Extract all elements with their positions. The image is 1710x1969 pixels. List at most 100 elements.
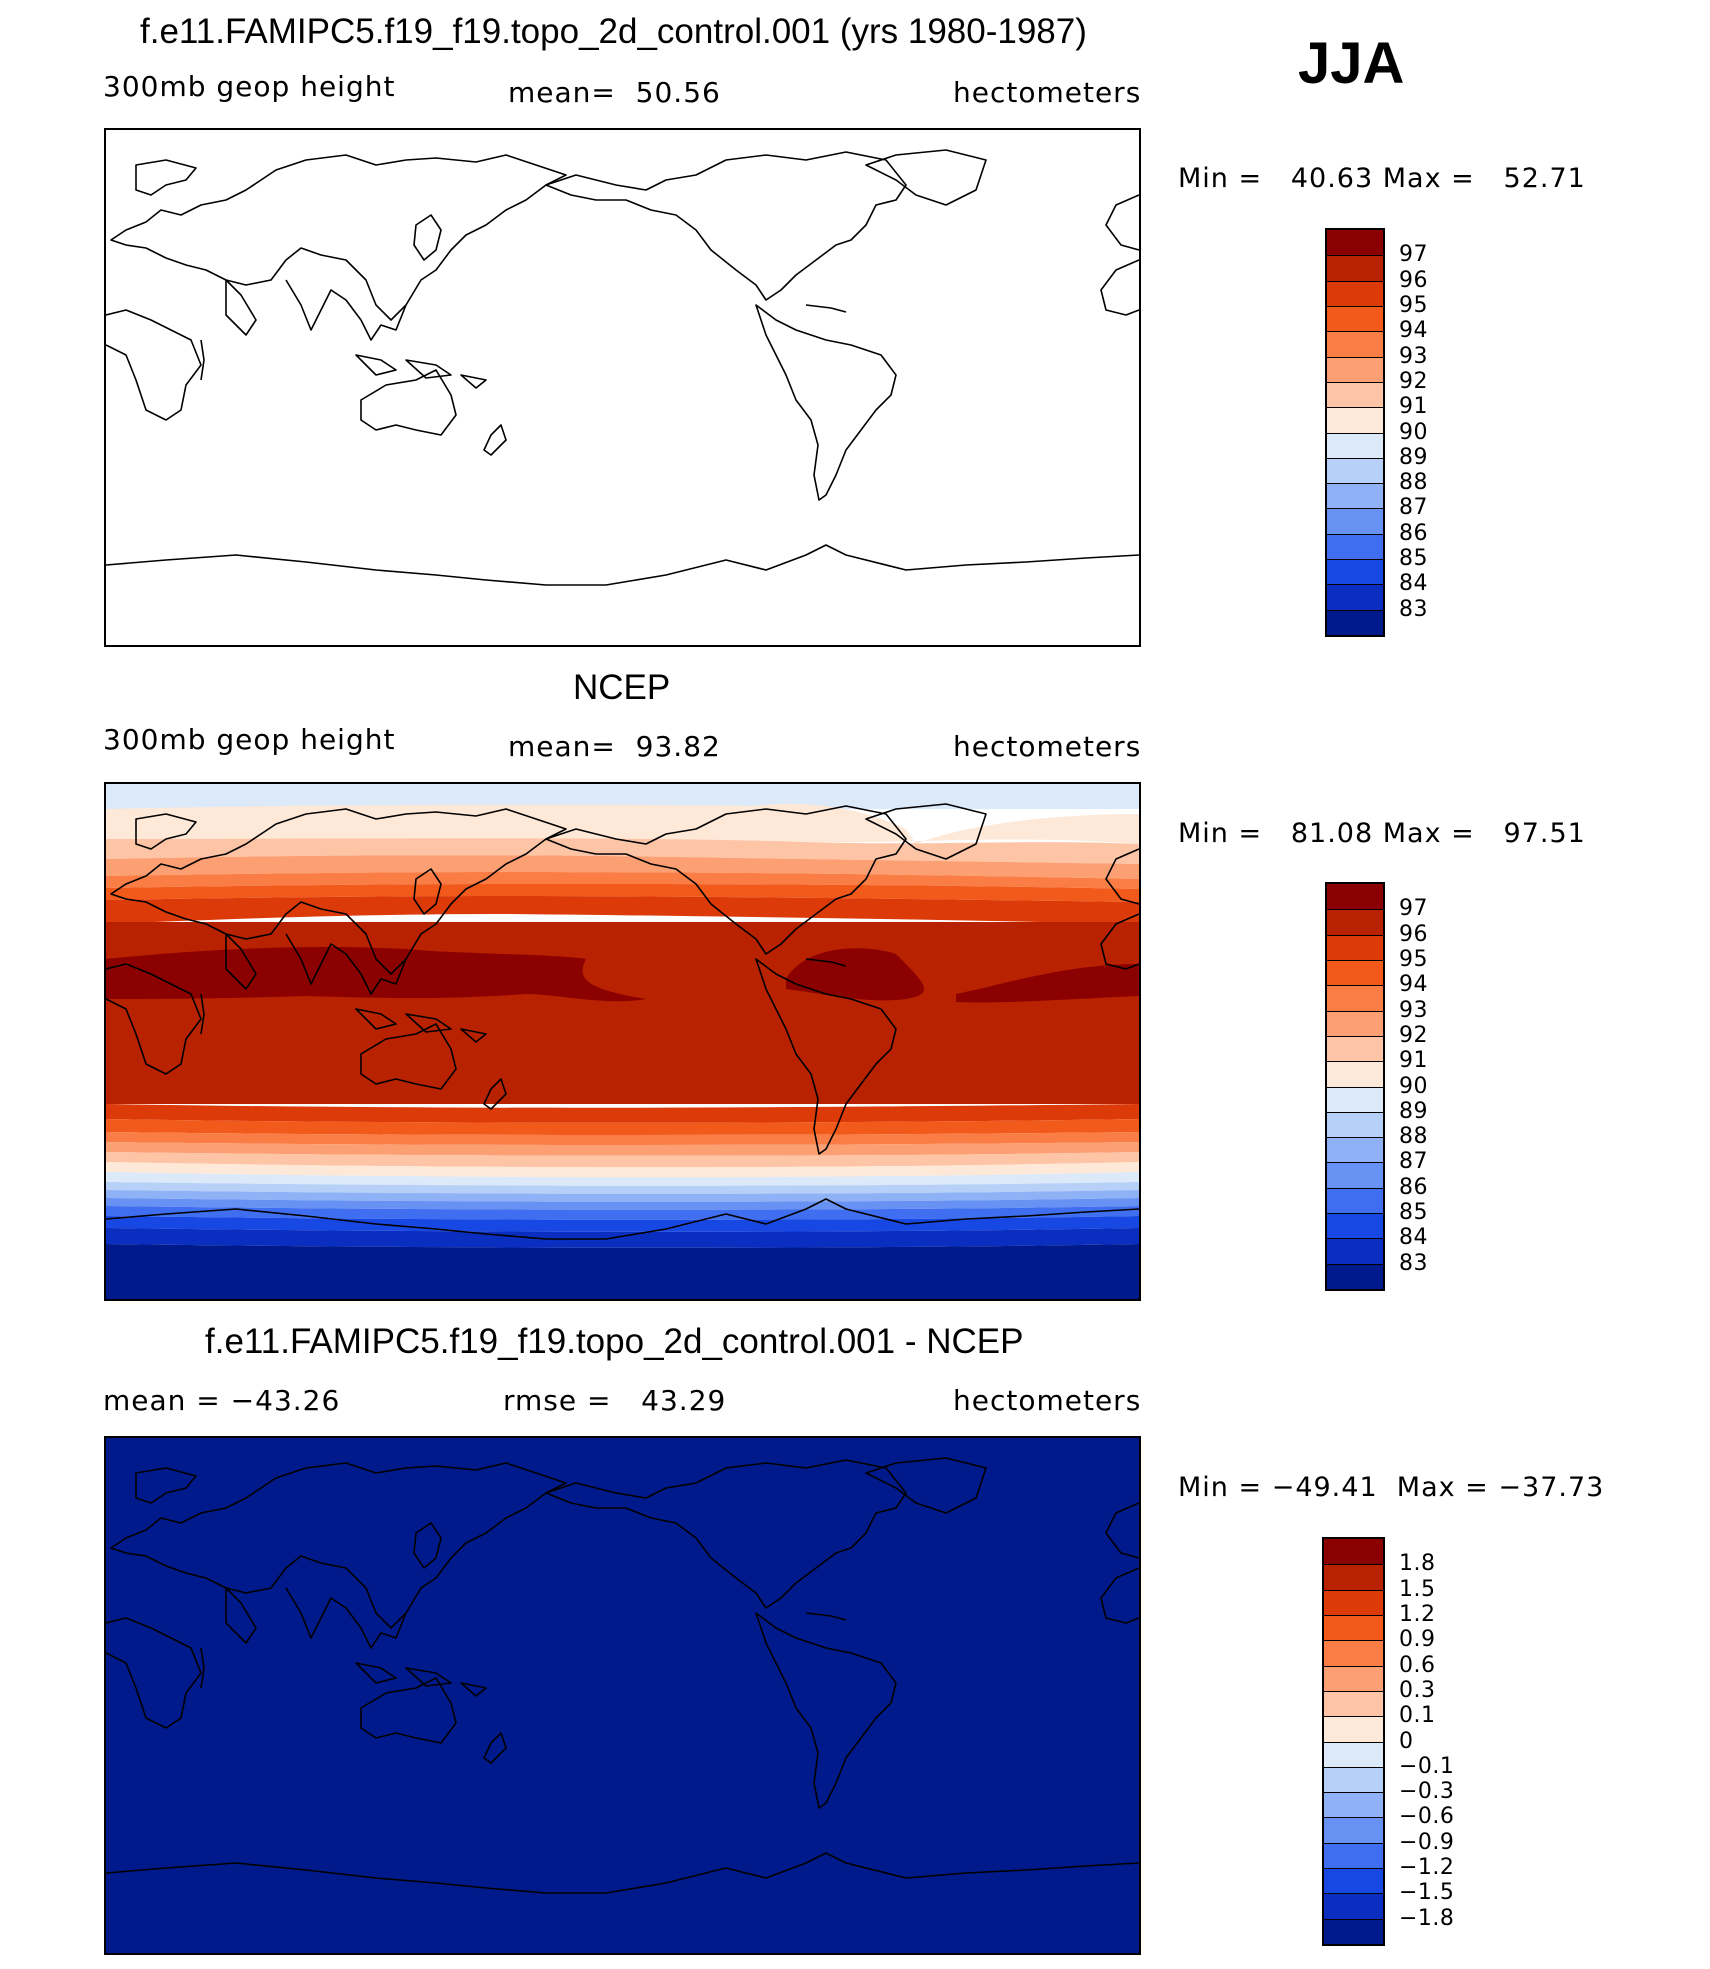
band-94 <box>106 884 1139 902</box>
sband-88 <box>106 1182 1139 1194</box>
panel1-colorbar-cell <box>1327 609 1383 635</box>
panel1-colorbar-label: 96 <box>1399 267 1428 293</box>
panel3-colorbar-label: −1.5 <box>1399 1880 1455 1906</box>
panel1-minmax: Min = 40.63 Max = 52.71 <box>1178 163 1586 194</box>
panel1-colorbar-label: 85 <box>1399 546 1428 572</box>
panel3-colorbar-label: −0.1 <box>1399 1753 1455 1779</box>
panel1-colorbar-cell <box>1327 559 1383 585</box>
panel2-colorbar-label: 92 <box>1399 1022 1428 1048</box>
panel3-colorbar-label: 0.6 <box>1399 1652 1436 1678</box>
panel1-colorbar-cell <box>1327 508 1383 534</box>
panel3-colorbar-cell <box>1324 1817 1383 1843</box>
panel2-mean: mean= 93.82 <box>508 730 721 763</box>
sband-82 <box>106 1244 1139 1299</box>
panel1-colorbar-label: 83 <box>1399 596 1428 622</box>
sband-94 <box>106 1119 1139 1135</box>
panel3-colorbar-cell <box>1324 1868 1383 1894</box>
panel3-colorbar <box>1322 1537 1385 1946</box>
sband-85 <box>106 1206 1139 1220</box>
panel3-colorbar-cell <box>1324 1690 1383 1717</box>
panel2-colorbar-cell <box>1327 985 1383 1011</box>
panel3-minmax: Min = −49.41 Max = −37.73 <box>1178 1472 1605 1503</box>
panel2-map <box>104 782 1141 1301</box>
panel3-map <box>104 1436 1141 1955</box>
panel3-colorbar-cell <box>1324 1665 1383 1691</box>
panel1-colorbar-label: 88 <box>1399 470 1428 496</box>
sband-95 <box>106 1104 1139 1123</box>
band-93 <box>106 872 1139 889</box>
panel3-map-svg <box>106 1438 1139 1953</box>
panel1-title: f.e11.FAMIPC5.f19_f19.topo_2d_control.00… <box>140 12 1087 51</box>
panel1-colorbar-cell <box>1327 280 1383 306</box>
panel3-colorbar-cell <box>1324 1564 1383 1590</box>
panel2-colorbar-cell <box>1327 1213 1383 1239</box>
panel2-variable: 300mb geop height <box>103 723 396 756</box>
panel2-colorbar-label: 95 <box>1399 946 1428 972</box>
panel1-colorbar-cell <box>1327 584 1383 610</box>
sband-89 <box>106 1172 1139 1186</box>
sband-84 <box>106 1216 1139 1232</box>
panel2-colorbar-cell <box>1327 1010 1383 1036</box>
panel2-colorbar-cell <box>1327 1187 1383 1214</box>
panel3-colorbar-label: −0.3 <box>1399 1779 1455 1805</box>
sband-93 <box>106 1132 1139 1145</box>
panel3-colorbar-label: 0.3 <box>1399 1677 1436 1703</box>
panel1-colorbar-label: 91 <box>1399 394 1428 420</box>
panel2-colorbar-cell <box>1327 1086 1383 1112</box>
panel2-colorbar-cell <box>1327 1137 1383 1163</box>
panel2-colorbar-label: 91 <box>1399 1048 1428 1074</box>
panel3-colorbar-label: −1.2 <box>1399 1855 1455 1881</box>
band-89 <box>106 784 1139 809</box>
panel1-colorbar-label: 90 <box>1399 419 1428 445</box>
panel2-colorbar-cell <box>1327 934 1383 960</box>
panel1-colorbar-cell <box>1327 230 1383 256</box>
panel3-colorbar-label: 0.9 <box>1399 1627 1436 1653</box>
panel1-colorbar-label: 94 <box>1399 318 1428 344</box>
panel2-colorbar-cell <box>1327 1162 1383 1188</box>
panel3-colorbar-cell <box>1324 1640 1383 1666</box>
band-97-atlantic <box>956 964 1139 1003</box>
band-95 <box>106 896 1139 924</box>
panel1-colorbar-cell <box>1327 331 1383 357</box>
panel2-colorbar-label: 86 <box>1399 1174 1428 1200</box>
panel2-colorbar-cell <box>1327 909 1383 935</box>
panel3-colorbar-cell <box>1324 1918 1383 1944</box>
panel1-colorbar-label: 89 <box>1399 444 1428 470</box>
panel2-minmax: Min = 81.08 Max = 97.51 <box>1178 818 1586 849</box>
panel1-colorbar-label: 87 <box>1399 495 1428 521</box>
panel2-title: NCEP <box>573 668 671 707</box>
panel3-units: hectometers <box>953 1384 1142 1417</box>
panel3-colorbar-label: 1.8 <box>1399 1551 1436 1577</box>
panel3-colorbar-cell <box>1324 1589 1383 1615</box>
panel3-colorbar-cell <box>1324 1792 1383 1818</box>
panel3-colorbar-label: 0 <box>1399 1728 1414 1754</box>
panel2-colorbar-label: 83 <box>1399 1250 1428 1276</box>
panel3-field <box>106 1438 1139 1953</box>
panel3-colorbar-cell <box>1324 1716 1383 1742</box>
panel1-colorbar <box>1325 228 1385 637</box>
panel1-mean: mean= 50.56 <box>508 76 721 109</box>
panel2-colorbar-label: 93 <box>1399 997 1428 1023</box>
panel2-colorbar-label: 89 <box>1399 1098 1428 1124</box>
panel2-colorbar-label: 87 <box>1399 1149 1428 1175</box>
panel2-colorbar-cell <box>1327 884 1383 910</box>
sband-90 <box>106 1162 1139 1178</box>
panel3-colorbar-label: −0.9 <box>1399 1829 1455 1855</box>
panel2-colorbar-label: 90 <box>1399 1073 1428 1099</box>
panel1-map <box>104 128 1141 647</box>
sband-86 <box>106 1198 1139 1210</box>
panel1-colorbar-label: 93 <box>1399 343 1428 369</box>
panel2-colorbar-cell <box>1327 1263 1383 1289</box>
panel1-colorbar-cell <box>1327 432 1383 458</box>
panel2-colorbar-cell <box>1327 1035 1383 1062</box>
panel2-colorbar-cell <box>1327 959 1383 986</box>
panel3-colorbar-label: −0.6 <box>1399 1804 1455 1830</box>
panel3-colorbar-cell <box>1324 1539 1383 1565</box>
band-90 <box>106 803 1139 844</box>
season-label: JJA <box>1298 31 1405 96</box>
panel1-colorbar-cell <box>1327 305 1383 332</box>
panel1-colorbar-cell <box>1327 407 1383 433</box>
panel3-colorbar-cell <box>1324 1766 1383 1793</box>
panel1-units: hectometers <box>953 76 1142 109</box>
sband-87 <box>106 1190 1139 1202</box>
